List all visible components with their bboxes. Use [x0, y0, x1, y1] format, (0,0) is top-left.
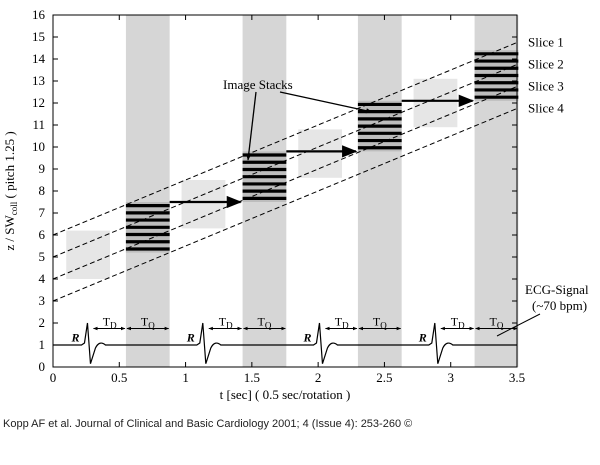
- tq-label: TQ: [373, 315, 387, 331]
- td-label: TD: [335, 315, 349, 331]
- light-box: [413, 78, 458, 128]
- y-tick-label: 14: [32, 51, 46, 66]
- image-stacks-pointer: [279, 91, 373, 114]
- slice-line: [52, 108, 518, 302]
- slice-label: Slice 3: [528, 79, 564, 94]
- tq-label: TQ: [258, 315, 272, 331]
- y-tick-label: 3: [39, 293, 46, 308]
- x-tick-label: 1: [182, 370, 189, 385]
- td-label: TD: [219, 315, 233, 331]
- td-label: TD: [103, 315, 117, 331]
- y-tick-label: 7: [39, 205, 46, 220]
- ecg-label-pointer: [496, 313, 541, 337]
- y-tick-label: 15: [32, 29, 45, 44]
- y-tick-label: 11: [32, 117, 45, 132]
- x-tick-label: 3: [447, 370, 454, 385]
- light-box: [298, 129, 343, 178]
- slice-label: Slice 1: [528, 35, 564, 50]
- slice-line: [52, 42, 518, 236]
- x-tick-label: 3.5: [509, 370, 525, 385]
- slice-line: [52, 86, 518, 280]
- y-tick-label: 4: [39, 271, 46, 286]
- r-peak-label: R: [70, 331, 79, 345]
- y-tick-label: 8: [39, 183, 46, 198]
- annotations: t [sec] ( 0.5 sec/rotation ) z / SWcoll (…: [2, 35, 589, 403]
- y-tick-label: 16: [32, 7, 46, 22]
- light-box: [66, 230, 111, 279]
- slice-lines: [52, 42, 518, 302]
- r-peak-label: R: [302, 331, 311, 345]
- x-tick-label: 1.5: [244, 370, 260, 385]
- x-tick-label: 2.5: [376, 370, 392, 385]
- y-tick-label: 9: [39, 161, 46, 176]
- stack-arrows: [169, 94, 475, 209]
- ecg-signal: TD TQ R TD TQ R TD TQ R TD TQ R: [53, 315, 518, 364]
- tq-label: TQ: [490, 315, 504, 331]
- image-stacks: [125, 50, 519, 253]
- y-tick-label: 6: [39, 227, 46, 242]
- x-tick-label: 2: [315, 370, 322, 385]
- y-tick-label: 13: [32, 73, 45, 88]
- r-peak-label: R: [186, 331, 195, 345]
- y-tick-label: 1: [39, 337, 46, 352]
- gray-band: [125, 15, 170, 367]
- y-tick-label: 12: [32, 95, 45, 110]
- y-axis-title: z / SWcoll ( pitch 1.25 ): [2, 131, 19, 250]
- light-boxes: [66, 78, 458, 279]
- y-tick-label: 5: [39, 249, 46, 264]
- r-peak-label: R: [418, 331, 427, 345]
- figure-caption: Kopp AF et al. Journal of Clinical and B…: [3, 418, 413, 430]
- tq-label: TQ: [141, 315, 155, 331]
- y-tick-label: 0: [39, 359, 46, 374]
- ecg-rate-label: (~70 bpm): [532, 298, 587, 313]
- td-label: TD: [451, 315, 465, 331]
- image-stacks-pointer: [246, 91, 257, 161]
- x-tick-label: 0.5: [111, 370, 127, 385]
- slice-label: Slice 4: [528, 101, 564, 116]
- gray-band: [357, 15, 402, 367]
- ecg-signal-label: ECG-Signal: [525, 282, 589, 297]
- x-tick-label: 0: [50, 370, 57, 385]
- image-stacks-label: Image Stacks: [223, 77, 293, 92]
- ecg-trace: [53, 322, 517, 364]
- light-box: [181, 180, 226, 229]
- y-tick-label: 10: [32, 139, 45, 154]
- y-tick-label: 2: [39, 315, 46, 330]
- x-axis-title: t [sec] ( 0.5 sec/rotation ): [220, 387, 351, 402]
- slice-label: Slice 2: [528, 57, 564, 72]
- slice-line: [52, 64, 518, 258]
